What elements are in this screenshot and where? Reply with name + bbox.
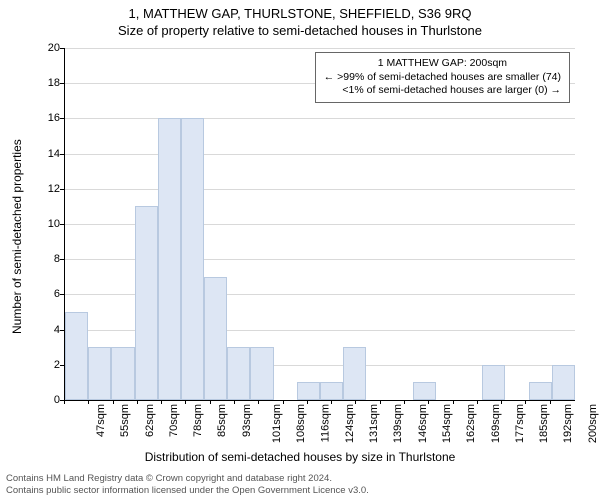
histogram-bar	[204, 277, 227, 400]
x-tick-label: 116sqm	[319, 404, 331, 442]
histogram-bar	[552, 365, 575, 400]
x-axis-label: Distribution of semi-detached houses by …	[0, 450, 600, 464]
x-tick	[477, 400, 478, 404]
y-tick-label: 0	[30, 394, 60, 406]
y-tick	[60, 259, 64, 260]
x-tick	[137, 400, 138, 404]
x-tick-label: 124sqm	[344, 404, 356, 443]
title-sub: Size of property relative to semi-detach…	[0, 21, 600, 38]
y-tick-label: 16	[30, 112, 60, 124]
x-tick-label: 162sqm	[465, 404, 477, 443]
x-tick	[355, 400, 356, 404]
grid-line	[65, 189, 575, 190]
y-tick-label: 8	[30, 253, 60, 265]
x-tick	[88, 400, 89, 404]
histogram-bar	[413, 382, 436, 400]
x-tick	[453, 400, 454, 404]
x-tick-label: 47sqm	[95, 404, 107, 437]
y-axis-label: Number of semi-detached properties	[10, 29, 24, 224]
x-tick	[331, 400, 332, 404]
y-tick-label: 20	[30, 42, 60, 54]
x-tick-label: 139sqm	[393, 404, 405, 443]
histogram-bar	[135, 206, 158, 400]
x-tick-label: 200sqm	[587, 404, 599, 443]
legend-line-3: <1% of semi-detached houses are larger (…	[324, 84, 561, 98]
chart-container: 1, MATTHEW GAP, THURLSTONE, SHEFFIELD, S…	[0, 0, 600, 500]
histogram-bar	[297, 382, 320, 400]
histogram-bar	[111, 347, 134, 400]
y-tick	[60, 189, 64, 190]
y-tick-label: 14	[30, 148, 60, 160]
histogram-bar	[158, 118, 181, 400]
x-tick	[283, 400, 284, 404]
legend-line-1: 1 MATTHEW GAP: 200sqm	[324, 57, 561, 71]
x-tick	[380, 400, 381, 404]
footer-line-1: Contains HM Land Registry data © Crown c…	[6, 473, 369, 484]
x-tick	[234, 400, 235, 404]
y-tick-label: 2	[30, 359, 60, 371]
y-tick	[60, 83, 64, 84]
y-tick	[60, 154, 64, 155]
histogram-bar	[250, 347, 273, 400]
x-tick	[404, 400, 405, 404]
grid-line	[65, 154, 575, 155]
title-main: 1, MATTHEW GAP, THURLSTONE, SHEFFIELD, S…	[0, 0, 600, 21]
y-tick-label: 18	[30, 77, 60, 89]
grid-line	[65, 118, 575, 119]
x-tick-label: 108sqm	[295, 404, 307, 443]
y-tick	[60, 48, 64, 49]
x-tick	[64, 400, 65, 404]
footer: Contains HM Land Registry data © Crown c…	[6, 473, 369, 496]
histogram-bar	[227, 347, 250, 400]
x-tick-label: 169sqm	[490, 404, 502, 443]
legend-line-2: ← >99% of semi-detached houses are small…	[324, 71, 561, 85]
footer-line-2: Contains public sector information licen…	[6, 485, 369, 496]
x-tick-label: 101sqm	[271, 404, 283, 443]
histogram-bar	[88, 347, 111, 400]
y-tick	[60, 330, 64, 331]
x-tick	[185, 400, 186, 404]
legend-box: 1 MATTHEW GAP: 200sqm ← >99% of semi-det…	[315, 52, 570, 103]
x-tick	[501, 400, 502, 404]
x-tick-label: 131sqm	[368, 404, 380, 443]
y-tick	[60, 365, 64, 366]
x-tick	[307, 400, 308, 404]
histogram-bar	[65, 312, 88, 400]
x-tick	[428, 400, 429, 404]
y-tick	[60, 118, 64, 119]
x-tick-label: 185sqm	[538, 404, 550, 443]
histogram-bar	[320, 382, 343, 400]
y-tick	[60, 224, 64, 225]
y-tick	[60, 294, 64, 295]
grid-line	[65, 48, 575, 49]
x-tick-label: 70sqm	[168, 404, 180, 437]
x-tick	[550, 400, 551, 404]
y-tick-label: 6	[30, 288, 60, 300]
x-tick	[113, 400, 114, 404]
y-tick-label: 10	[30, 218, 60, 230]
histogram-bar	[181, 118, 204, 400]
histogram-bar	[529, 382, 552, 400]
x-tick	[161, 400, 162, 404]
x-tick	[210, 400, 211, 404]
y-tick-label: 4	[30, 324, 60, 336]
x-tick-label: 78sqm	[192, 404, 204, 437]
x-tick-label: 154sqm	[441, 404, 453, 443]
x-tick-label: 93sqm	[241, 404, 253, 437]
x-tick-label: 62sqm	[144, 404, 156, 437]
x-tick	[525, 400, 526, 404]
histogram-bar	[343, 347, 366, 400]
x-tick-label: 85sqm	[216, 404, 228, 437]
x-tick-label: 146sqm	[417, 404, 429, 443]
x-tick-label: 177sqm	[514, 404, 526, 443]
x-tick-label: 55sqm	[119, 404, 131, 437]
y-tick-label: 12	[30, 183, 60, 195]
histogram-bar	[482, 365, 505, 400]
x-tick	[258, 400, 259, 404]
x-tick-label: 192sqm	[563, 404, 575, 443]
